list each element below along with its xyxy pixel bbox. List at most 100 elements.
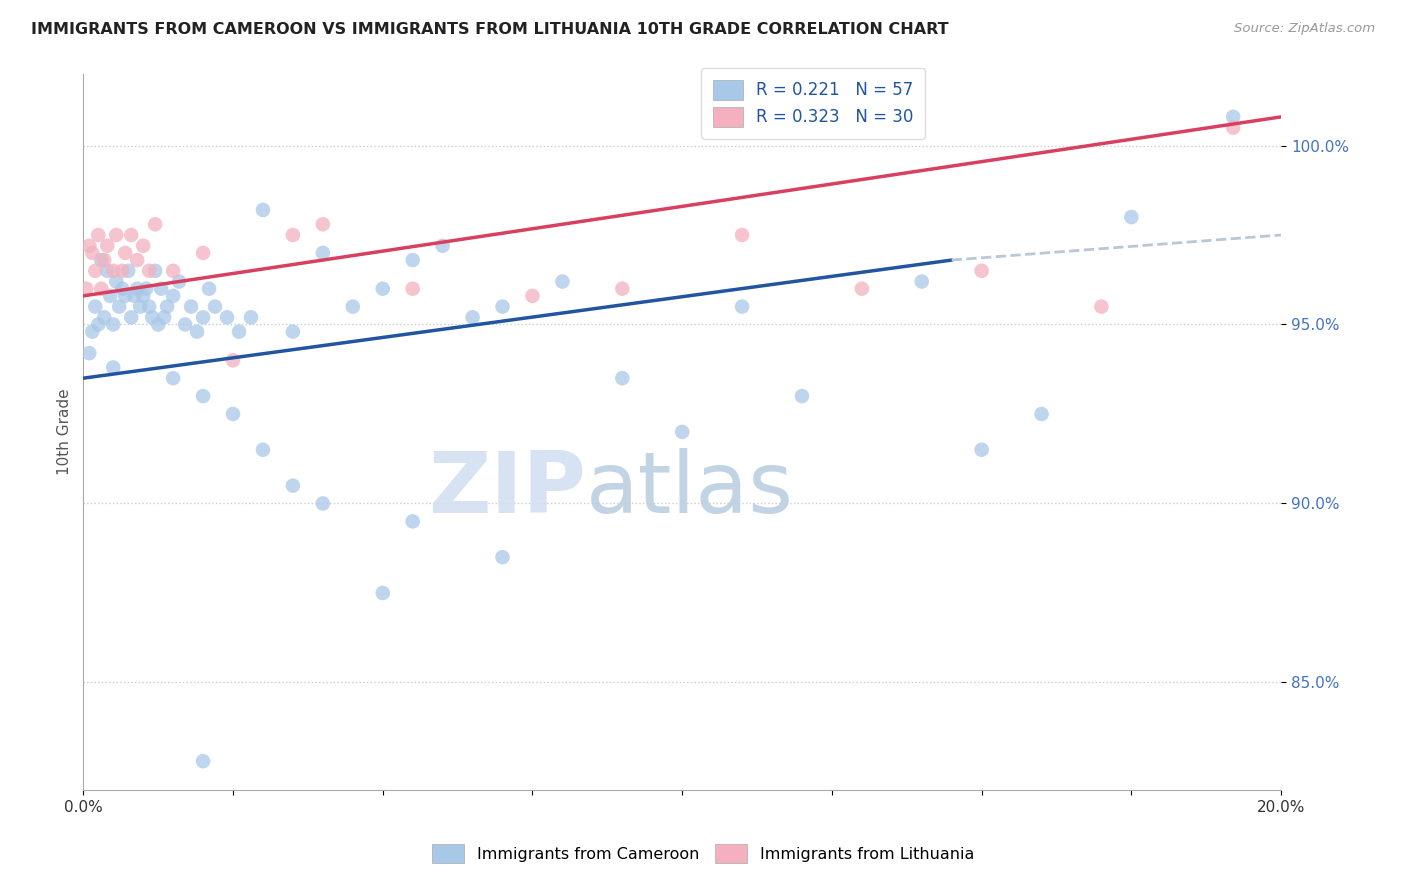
- Point: [671, 425, 693, 439]
- Point: [120, 310, 142, 325]
- Point: [82, 325, 104, 339]
- Point: [141, 310, 163, 325]
- Point: [432, 238, 454, 252]
- Y-axis label: 10th Grade: 10th Grade: [58, 389, 72, 475]
- Point: [180, 300, 202, 314]
- Point: [1031, 407, 1053, 421]
- Text: atlas: atlas: [586, 448, 794, 531]
- Text: IMMIGRANTS FROM CAMEROON VS IMMIGRANTS FROM LITHUANIA 10TH GRADE CORRELATION CHA: IMMIGRANTS FROM CAMEROON VS IMMIGRANTS F…: [31, 22, 949, 37]
- Point: [132, 238, 155, 252]
- Point: [1121, 210, 1143, 224]
- Point: [731, 227, 754, 242]
- Point: [371, 586, 394, 600]
- Point: [215, 310, 238, 325]
- Point: [204, 300, 226, 314]
- Point: [93, 310, 115, 325]
- Point: [851, 282, 873, 296]
- Point: [90, 282, 112, 296]
- Point: [1222, 110, 1244, 124]
- Point: [522, 289, 544, 303]
- Point: [132, 289, 155, 303]
- Point: [312, 217, 335, 231]
- Point: [98, 289, 121, 303]
- Point: [252, 442, 274, 457]
- Point: [103, 318, 125, 332]
- Point: [491, 550, 513, 565]
- Point: [153, 310, 176, 325]
- Point: [970, 264, 993, 278]
- Point: [111, 264, 134, 278]
- Point: [191, 754, 214, 768]
- Point: [790, 389, 813, 403]
- Point: [252, 202, 274, 217]
- Point: [114, 246, 136, 260]
- Point: [162, 289, 184, 303]
- Point: [77, 346, 100, 360]
- Point: [342, 300, 364, 314]
- Point: [222, 353, 245, 368]
- Text: Source: ZipAtlas.com: Source: ZipAtlas.com: [1234, 22, 1375, 36]
- Point: [146, 318, 169, 332]
- Point: [82, 246, 104, 260]
- Point: [162, 264, 184, 278]
- Point: [228, 325, 250, 339]
- Point: [191, 246, 214, 260]
- Point: [114, 289, 136, 303]
- Point: [222, 407, 245, 421]
- Point: [77, 238, 100, 252]
- Point: [612, 282, 634, 296]
- Point: [96, 264, 118, 278]
- Point: [281, 227, 304, 242]
- Point: [143, 264, 166, 278]
- Point: [612, 371, 634, 385]
- Point: [143, 217, 166, 231]
- Point: [120, 227, 142, 242]
- Point: [402, 514, 425, 528]
- Point: [402, 282, 425, 296]
- Point: [84, 264, 107, 278]
- Point: [96, 238, 118, 252]
- Point: [90, 253, 112, 268]
- Point: [911, 275, 934, 289]
- Point: [156, 300, 179, 314]
- Point: [138, 300, 160, 314]
- Point: [127, 253, 149, 268]
- Point: [103, 264, 125, 278]
- Point: [1222, 120, 1244, 135]
- Point: [551, 275, 574, 289]
- Point: [281, 325, 304, 339]
- Point: [174, 318, 197, 332]
- Point: [191, 310, 214, 325]
- Legend: Immigrants from Cameroon, Immigrants from Lithuania: Immigrants from Cameroon, Immigrants fro…: [425, 836, 981, 871]
- Point: [970, 442, 993, 457]
- Point: [402, 253, 425, 268]
- Point: [281, 478, 304, 492]
- Point: [93, 253, 115, 268]
- Point: [129, 300, 152, 314]
- Point: [240, 310, 263, 325]
- Point: [84, 300, 107, 314]
- Point: [75, 282, 97, 296]
- Point: [111, 282, 134, 296]
- Point: [122, 289, 145, 303]
- Point: [162, 371, 184, 385]
- Point: [138, 264, 160, 278]
- Point: [491, 300, 513, 314]
- Point: [371, 282, 394, 296]
- Point: [167, 275, 190, 289]
- Point: [127, 282, 149, 296]
- Point: [117, 264, 139, 278]
- Legend: R = 0.221   N = 57, R = 0.323   N = 30: R = 0.221 N = 57, R = 0.323 N = 30: [702, 68, 925, 138]
- Point: [191, 389, 214, 403]
- Point: [1090, 300, 1112, 314]
- Point: [105, 227, 128, 242]
- Point: [87, 318, 110, 332]
- Point: [312, 496, 335, 510]
- Point: [461, 310, 484, 325]
- Point: [108, 300, 131, 314]
- Point: [87, 227, 110, 242]
- Point: [731, 300, 754, 314]
- Point: [135, 282, 157, 296]
- Point: [103, 360, 125, 375]
- Point: [150, 282, 173, 296]
